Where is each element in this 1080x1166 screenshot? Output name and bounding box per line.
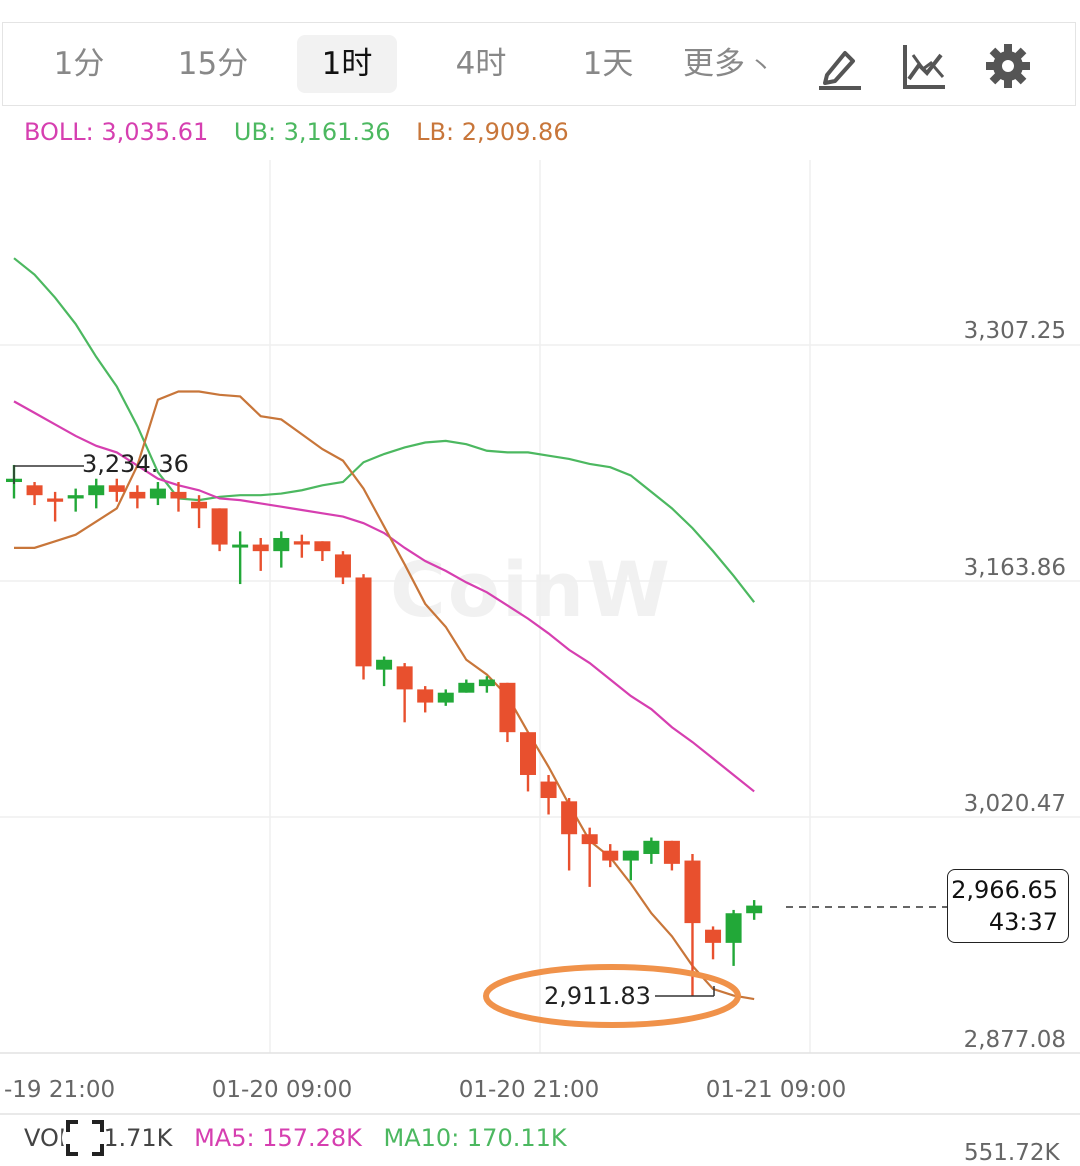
candle-up	[437, 692, 454, 703]
candle-up	[458, 682, 475, 693]
candle-up	[725, 913, 742, 943]
ub-value: UB: 3,161.36	[233, 118, 391, 146]
candle-countdown: 43:37	[988, 908, 1058, 936]
candle-up	[232, 544, 249, 548]
candle-down	[417, 689, 434, 703]
y-tick-label: 3,020.47	[964, 791, 1066, 817]
candle-down	[561, 801, 578, 835]
indicator-chart-icon[interactable]	[899, 41, 949, 91]
tab-15m[interactable]: 15分	[177, 46, 249, 82]
x-tick-label: -19 21:00	[4, 1077, 115, 1103]
fullscreen-button[interactable]	[62, 1118, 108, 1158]
fullscreen-icon	[66, 1120, 104, 1156]
low-highlight-ellipse	[483, 964, 741, 1028]
candle-down	[396, 666, 413, 690]
candle-down	[211, 508, 228, 545]
upper-band-line	[13, 257, 756, 603]
candle-down	[499, 682, 516, 733]
candle-up	[273, 537, 290, 552]
y-axis-labels: 3,307.25 3,163.86 3,020.47 2,877.08	[964, 318, 1066, 1053]
annotations: 3,234.36 2,911.83	[13, 450, 947, 1028]
y-tick-label: 3,163.86	[964, 555, 1066, 581]
candle-down	[355, 577, 372, 667]
tab-more-suffix: 丶	[749, 52, 773, 80]
candle-up	[643, 840, 660, 854]
lb-value: LB: 2,909.86	[416, 118, 569, 146]
x-tick-label: 01-20 21:00	[459, 1077, 599, 1103]
candles	[6, 464, 763, 996]
candle-down	[334, 554, 351, 578]
boll-indicator-row: BOLL: 3,035.61 UB: 3,161.36 LB: 2,909.86	[24, 118, 587, 146]
x-tick-label: 01-20 09:00	[212, 1077, 352, 1103]
candle-down	[191, 501, 208, 509]
candle-down	[129, 491, 146, 499]
tab-4h[interactable]: 4时	[455, 46, 507, 82]
chart-grid	[0, 160, 1080, 1053]
y-tick-label: 2,877.08	[964, 1027, 1066, 1053]
y-tick-label: 3,307.25	[964, 318, 1066, 344]
x-tick-label: 01-21 09:00	[706, 1077, 846, 1103]
volume-axis-label: 551.72K	[964, 1140, 1060, 1166]
candle-up	[746, 905, 763, 914]
ma5-value: MA5: 157.28K	[194, 1124, 362, 1152]
high-marker-line	[13, 465, 84, 484]
candle-down	[602, 850, 619, 861]
candle-down	[705, 929, 722, 943]
candle-down	[108, 485, 125, 492]
candle-down	[26, 485, 43, 496]
tab-1m[interactable]: 1分	[53, 46, 105, 82]
current-price-box: 2,966.65 43:37	[947, 869, 1069, 943]
low-annotation: 2,911.83	[544, 982, 651, 1010]
period-toolbar: 1分 15分 1时 4时 1天 更多丶	[2, 22, 1076, 106]
lower-band-line	[14, 390, 755, 1001]
x-axis-labels: -19 21:00 01-20 09:00 01-20 21:00 01-21 …	[4, 1077, 846, 1103]
candle-up	[149, 488, 166, 499]
candle-up	[376, 659, 393, 670]
tab-more-label: 更多	[683, 46, 745, 82]
candle-down	[170, 491, 187, 499]
current-price: 2,966.65	[951, 876, 1058, 904]
candle-up	[67, 495, 84, 499]
tab-more[interactable]: 更多丶	[683, 35, 795, 93]
candle-up	[88, 485, 105, 496]
bollinger-bands	[13, 257, 756, 1001]
candle-down	[520, 732, 536, 775]
candle-up	[478, 679, 495, 687]
candle-down	[314, 541, 331, 552]
high-annotation: 3,234.36	[82, 450, 189, 478]
candle-down	[540, 781, 557, 799]
candle-down	[252, 544, 269, 552]
boll-value: BOLL: 3,035.61	[24, 118, 209, 146]
candle-down	[663, 840, 680, 864]
candle-down	[47, 498, 64, 502]
tab-1d[interactable]: 1天	[582, 46, 634, 82]
candle-down	[293, 541, 310, 545]
settings-gear-icon[interactable]	[983, 41, 1033, 91]
candle-down	[581, 834, 598, 845]
candle-down	[684, 860, 701, 924]
tab-1h[interactable]: 1时	[297, 35, 397, 93]
ma10-value: MA10: 170.11K	[383, 1124, 567, 1152]
draw-pen-icon[interactable]	[815, 41, 865, 91]
candle-up	[622, 850, 639, 861]
